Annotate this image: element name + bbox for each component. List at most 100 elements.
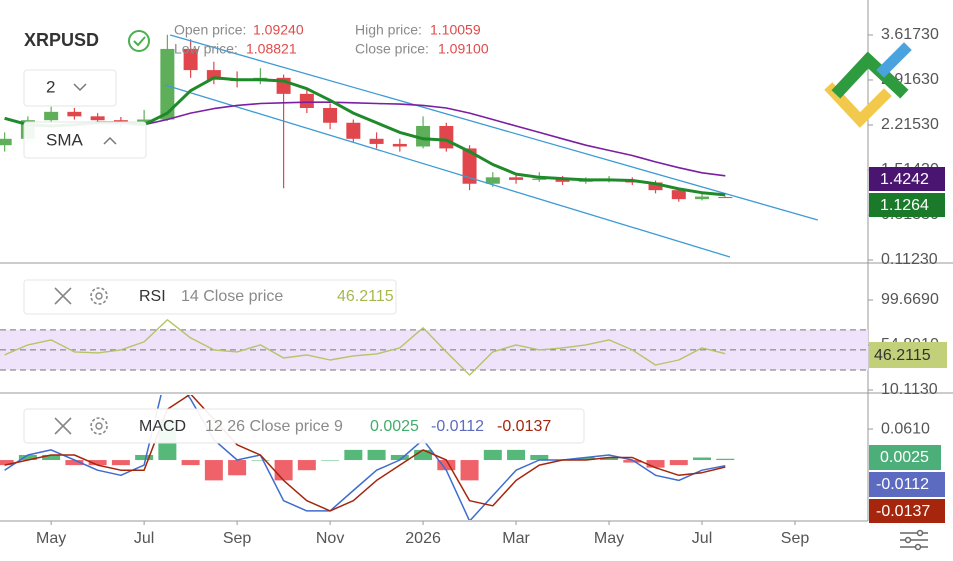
indicator-box[interactable]	[23, 121, 147, 159]
candle-body	[299, 93, 314, 108]
ohlc-value: 1.09100	[438, 41, 489, 57]
indicator-line	[4, 395, 726, 520]
histogram-bar	[297, 460, 316, 471]
y-tick-label: 2.21530	[881, 116, 939, 133]
histogram-bar	[483, 449, 502, 461]
histogram-bar	[669, 460, 688, 466]
indicator-line	[4, 319, 726, 376]
histogram-bar	[228, 460, 247, 476]
interval-selector[interactable]: 2	[23, 69, 117, 107]
candle-body	[509, 177, 524, 180]
histogram-value: 0.0025	[370, 418, 419, 435]
macd-label: -0.0112	[876, 476, 929, 493]
macd-pane	[0, 395, 735, 520]
histogram-bar	[530, 454, 549, 461]
candle-body	[90, 116, 105, 121]
legend-box	[23, 279, 397, 315]
ohlc-label: High price:	[355, 22, 422, 38]
rsi-pane	[0, 319, 868, 376]
candle-body	[323, 107, 338, 123]
ohlc-label: Open price:	[174, 22, 246, 38]
symbol: XRPUSD	[24, 30, 99, 50]
y-tick-label: 10.1130	[881, 381, 938, 398]
candle-body	[206, 70, 221, 80]
label-bg	[869, 445, 941, 470]
channel-line	[164, 84, 731, 258]
settings-sliders[interactable]	[900, 529, 928, 551]
candle-body	[183, 48, 198, 71]
histogram-bar	[251, 460, 270, 461]
candle-body	[485, 177, 500, 184]
candle-body	[369, 138, 384, 144]
x-tick-label: Sep	[781, 530, 810, 547]
label-bg	[869, 499, 945, 523]
histogram-bar	[321, 460, 340, 461]
histogram-bar	[576, 457, 595, 461]
histogram-bar	[344, 449, 363, 461]
candle-body	[137, 119, 152, 123]
candle-body	[648, 182, 663, 191]
candle-body	[0, 138, 12, 146]
rsi-label: 46.2115	[874, 347, 931, 364]
settings-icon[interactable]	[90, 287, 108, 305]
histogram-bar	[460, 460, 479, 481]
candle-body	[462, 148, 477, 184]
x-tick-label: Nov	[316, 530, 344, 547]
candle-body	[671, 190, 686, 200]
candle-body	[718, 197, 733, 199]
candle-body	[67, 111, 82, 117]
ohlc-value: 1.09240	[253, 22, 304, 38]
histogram-bar	[88, 460, 107, 466]
candle-body	[160, 48, 175, 120]
histogram-bar	[18, 454, 37, 461]
histogram-bar	[111, 460, 130, 466]
legend-box	[23, 408, 585, 444]
candle-body	[555, 178, 570, 182]
settings-icon[interactable]	[90, 417, 108, 435]
indicator-selector[interactable]: SMA	[23, 121, 147, 159]
macd-value: -0.0112	[431, 418, 484, 435]
ohlc-label: Close price:	[355, 41, 429, 57]
label-bg	[869, 472, 945, 497]
indicator-title: MACD	[139, 418, 186, 435]
histogram-bar	[437, 460, 456, 471]
interval-box[interactable]	[23, 69, 117, 107]
histogram-bar	[204, 460, 223, 481]
histogram-bar	[135, 454, 154, 461]
signal-value: -0.0137	[497, 418, 551, 435]
histogram-bar	[414, 449, 433, 461]
indicator-line	[4, 395, 726, 512]
ohlc-value: 1.08821	[246, 41, 297, 57]
channel-line	[169, 34, 818, 221]
x-tick-label: Mar	[502, 530, 530, 547]
logo	[824, 42, 912, 128]
histogram-bar	[0, 460, 14, 466]
label-bg	[869, 193, 945, 217]
y-tick-label: 99.6690	[881, 291, 939, 308]
x-tick-label: May	[36, 530, 66, 547]
candle-body	[44, 111, 59, 121]
histogram-bar	[600, 457, 619, 461]
candle-body	[416, 125, 431, 147]
candle-body	[695, 196, 710, 200]
close-icon[interactable]	[54, 287, 72, 305]
signal-label: -0.0137	[876, 503, 930, 520]
indicator-value: 46.2115	[337, 288, 394, 305]
sma-long-label: 1.4242	[880, 171, 929, 188]
indicator-params: 14 Close price	[181, 288, 283, 305]
indicator-line	[143, 101, 726, 177]
histogram-bar	[367, 449, 386, 461]
y-tick-label: 0.11230	[881, 251, 938, 268]
ohlc-value: 1.10059	[430, 22, 481, 38]
indicator[interactable]: SMA	[46, 130, 84, 149]
candle-body	[346, 122, 361, 139]
status-icon	[128, 30, 150, 52]
candle-body	[532, 178, 547, 180]
histogram-bar	[390, 454, 409, 461]
interval[interactable]: 2	[46, 77, 55, 96]
x-tick-label: Jul	[134, 530, 154, 547]
candle-body	[392, 143, 407, 147]
close-icon[interactable]	[54, 417, 72, 435]
label-bg	[869, 167, 945, 191]
ohlc-label: Low price:	[174, 41, 238, 57]
